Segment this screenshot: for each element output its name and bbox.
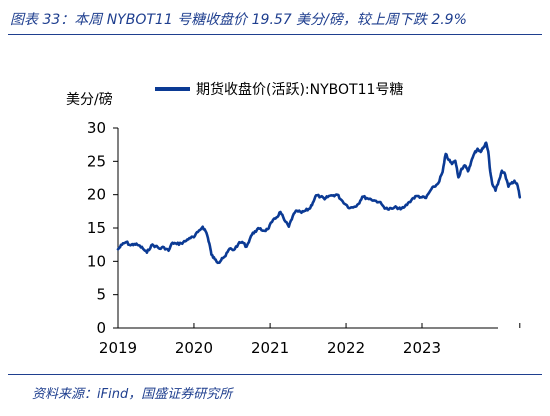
figure-title: 图表 33：本周 NYBOT11 号糖收盘价 19.57 美分/磅，较上周下跌 … (10, 12, 467, 28)
source-note: 资料来源：iFind，国盛证券研究所 (32, 387, 233, 402)
x-tick-label: 2023 (403, 339, 441, 357)
legend-label: 期货收盘价(活跃):NYBOT11号糖 (196, 81, 403, 98)
y-tick-label: 5 (96, 286, 106, 304)
x-tick-label: 2022 (327, 339, 365, 357)
title-divider (8, 34, 542, 35)
y-tick-label: 20 (87, 186, 106, 204)
y-tick-label: 30 (87, 119, 106, 137)
y-axis-unit: 美分/磅 (66, 91, 113, 108)
y-ticks: 0 5 10 15 20 25 30 (87, 119, 118, 337)
x-tick-label: 2020 (175, 339, 213, 357)
series-line-nybot11-sugar (116, 141, 522, 265)
legend: 期货收盘价(活跃):NYBOT11号糖 (155, 81, 403, 98)
x-tick-label: 2019 (99, 339, 137, 357)
axes (117, 128, 498, 329)
y-tick-label: 25 (87, 152, 106, 170)
x-ticks: 2019 2020 2021 2022 2023 (99, 323, 521, 357)
x-tick-label: 2021 (251, 339, 289, 357)
y-tick-label: 10 (87, 252, 106, 270)
y-tick-label: 0 (96, 319, 106, 337)
figure-title-bar: 图表 33：本周 NYBOT11 号糖收盘价 19.57 美分/磅，较上周下跌 … (0, 0, 550, 36)
y-tick-label: 15 (87, 219, 106, 237)
source-divider (8, 374, 542, 375)
